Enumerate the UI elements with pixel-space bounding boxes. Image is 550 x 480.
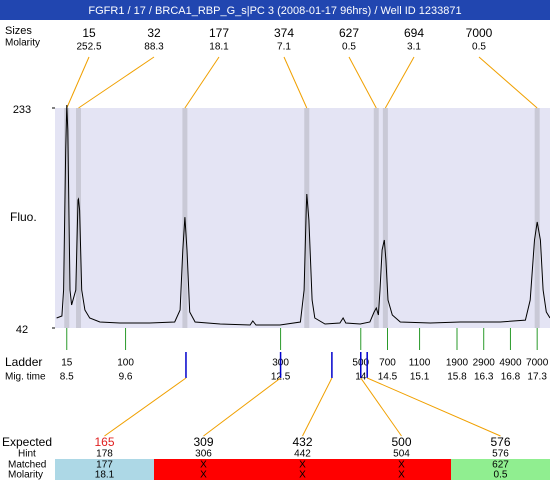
row-label: Mig. time [5, 372, 46, 383]
peak-connector [348, 56, 377, 109]
molarity: X [398, 470, 405, 480]
peak-band [382, 108, 388, 328]
result-cell [154, 459, 253, 480]
ladder-size: 4900 [499, 358, 522, 369]
ladder-size: 100 [117, 358, 134, 369]
ladder-time: 15.1 [410, 372, 430, 383]
row-label: Matched [8, 460, 46, 471]
peak-molarity: 3.1 [407, 42, 421, 53]
result-cell [352, 459, 451, 480]
y-tick-label: 233 [13, 104, 31, 116]
plot-area [55, 108, 550, 328]
peak-band [373, 108, 379, 328]
peak-band [534, 108, 540, 328]
result-cell [55, 459, 154, 480]
hint: 306 [195, 449, 212, 460]
hint: 442 [294, 449, 311, 460]
peak-connector [283, 56, 308, 109]
peak-connector [478, 56, 538, 109]
peak-size: 177 [209, 26, 229, 40]
expected-size: 165 [94, 435, 114, 449]
expected-size: 432 [292, 435, 312, 449]
ladder-size: 7000 [526, 358, 549, 369]
ladder-time: 15.8 [447, 372, 467, 383]
peak-connector [66, 56, 90, 109]
ladder-time: 17.3 [527, 372, 547, 383]
peak-size: 7000 [466, 26, 493, 40]
peak-molarity: 7.1 [277, 42, 291, 53]
expected-connector [104, 377, 187, 437]
ladder-size: 2900 [473, 358, 496, 369]
peak-connector [384, 56, 415, 109]
molarity: X [200, 470, 207, 480]
row-label: Ladder [5, 355, 42, 369]
peak-molarity: 18.1 [209, 42, 229, 53]
expected-connector [360, 377, 402, 437]
trace [56, 104, 550, 326]
matched: X [200, 460, 207, 471]
expected-connector [203, 377, 281, 437]
result-cell [253, 459, 352, 480]
peak-band [64, 108, 70, 328]
matched: 627 [492, 460, 509, 471]
peak-size: 374 [274, 26, 294, 40]
ladder-size: 1900 [446, 358, 469, 369]
ladder-size: 700 [379, 358, 396, 369]
y-tick-label: 42 [16, 324, 28, 336]
peak-molarity: 0.5 [342, 42, 356, 53]
row-label: Molarity [8, 470, 43, 480]
hint: 576 [492, 449, 509, 460]
expected-connector [302, 377, 333, 437]
title: FGFR1 / 17 / BRCA1_RBP_G_s|PC 3 (2008-01… [88, 5, 461, 17]
title-bar [0, 0, 550, 20]
expected-connector [366, 377, 501, 437]
molarity: 18.1 [95, 470, 115, 480]
matched: X [299, 460, 306, 471]
peak-molarity: 252.5 [76, 42, 101, 53]
expected-size: 309 [193, 435, 213, 449]
row-label: Hint [18, 449, 36, 460]
peak-connector [184, 56, 220, 109]
row-label: Molarity [5, 38, 40, 49]
peak-band [304, 108, 310, 328]
ladder-time: 14.5 [378, 372, 398, 383]
expected-size: 576 [490, 435, 510, 449]
peak-connector [78, 56, 155, 109]
row-label: Sizes [5, 25, 32, 37]
ladder-size: 15 [61, 358, 73, 369]
ladder-size: 1100 [409, 358, 431, 369]
ladder-time: 16.8 [501, 372, 521, 383]
molarity: X [299, 470, 306, 480]
peak-size: 32 [147, 26, 161, 40]
peak-molarity: 0.5 [472, 42, 486, 53]
hint: 178 [96, 449, 113, 460]
hint: 504 [393, 449, 410, 460]
peak-band [76, 108, 82, 328]
peak-size: 627 [339, 26, 359, 40]
peak-size: 694 [404, 26, 424, 40]
peak-size: 15 [82, 26, 96, 40]
matched: 177 [96, 460, 113, 471]
y-label: Fluo. [10, 210, 37, 224]
row-label: Expected [2, 435, 52, 449]
molarity: 0.5 [494, 470, 508, 480]
ladder-time: 8.5 [60, 372, 74, 383]
peak-molarity: 88.3 [144, 42, 164, 53]
ladder-time: 9.6 [119, 372, 133, 383]
expected-size: 500 [391, 435, 411, 449]
result-cell [451, 459, 550, 480]
matched: X [398, 460, 405, 471]
ladder-time: 16.3 [474, 372, 494, 383]
